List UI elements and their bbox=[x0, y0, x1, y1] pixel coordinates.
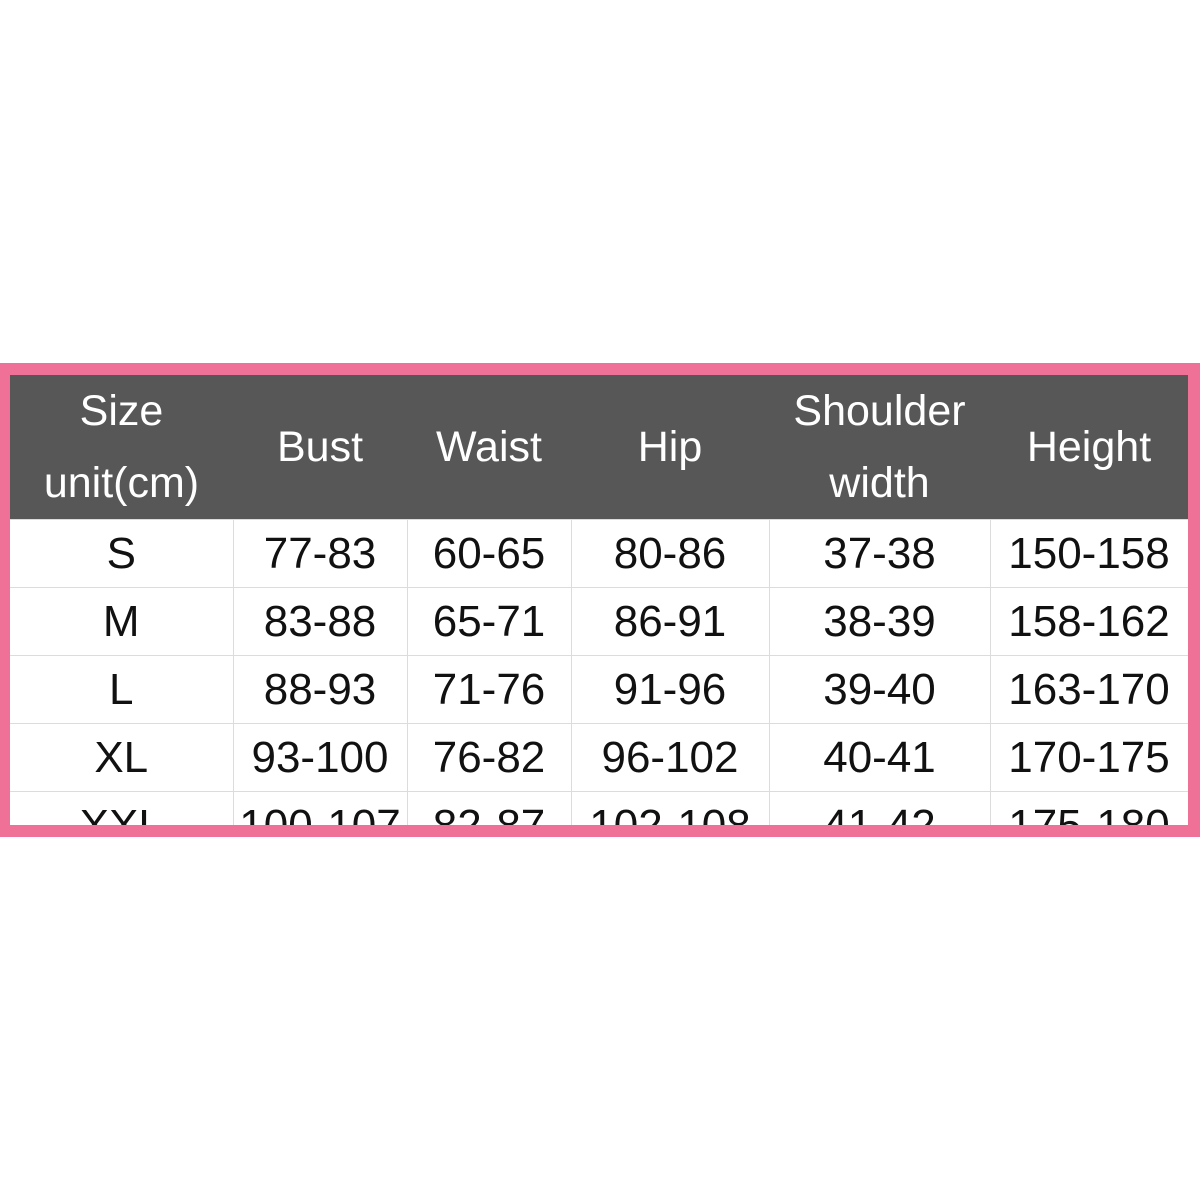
column-header-text: Height bbox=[1026, 423, 1152, 471]
measurement-cell: 91-96 bbox=[570, 655, 770, 724]
column-header: Shoulder width bbox=[769, 375, 990, 520]
measurement-cell: 96-102 bbox=[570, 723, 770, 792]
size-chart-frame: Size unit(cm) Bust Waist Hip Shoulder width Hei… bbox=[0, 363, 1200, 837]
measurement-cell: 93-100 bbox=[232, 723, 408, 792]
column-header-text: unit(cm) bbox=[43, 459, 200, 507]
column-header-text: Shoulder bbox=[793, 387, 966, 435]
size-chart: Size unit(cm) Bust Waist Hip Shoulder width Hei… bbox=[10, 375, 1188, 825]
column-header: Size unit(cm) bbox=[10, 375, 233, 520]
measurement-cell: 82-87 bbox=[406, 791, 572, 825]
measurement-cell: 80-86 bbox=[570, 519, 770, 588]
size-label-cell: XXL bbox=[10, 791, 234, 825]
measurement-cell: 158-162 bbox=[989, 587, 1188, 656]
measurement-cell: 77-83 bbox=[232, 519, 408, 588]
column-header-text: Waist bbox=[436, 423, 542, 471]
measurement-cell: 71-76 bbox=[406, 655, 572, 724]
measurement-cell: 60-65 bbox=[406, 519, 572, 588]
measurement-cell: 41-42 bbox=[768, 791, 991, 825]
table-row: S 77-83 60-65 80-86 37-38 150-158 bbox=[10, 519, 1188, 588]
header-row: Size unit(cm) Bust Waist Hip Shoulder width Hei… bbox=[10, 375, 1188, 520]
column-header-text: Hip bbox=[637, 423, 703, 471]
measurement-cell: 83-88 bbox=[232, 587, 408, 656]
column-header-text: Bust bbox=[276, 423, 364, 471]
column-header-text: width bbox=[829, 459, 930, 507]
table-row: XL 93-100 76-82 96-102 40-41 170-175 bbox=[10, 723, 1188, 792]
measurement-cell: 100-107 bbox=[232, 791, 408, 825]
measurement-cell: 170-175 bbox=[989, 723, 1188, 792]
measurement-cell: 40-41 bbox=[768, 723, 991, 792]
column-header: Hip bbox=[571, 375, 769, 520]
size-table: Size unit(cm) Bust Waist Hip Shoulder width Hei… bbox=[10, 375, 1188, 825]
size-label-cell: XL bbox=[10, 723, 234, 792]
column-header: Bust bbox=[233, 375, 407, 520]
size-label-cell: S bbox=[10, 519, 234, 588]
table-row: L 88-93 71-76 91-96 39-40 163-170 bbox=[10, 655, 1188, 724]
measurement-cell: 150-158 bbox=[989, 519, 1188, 588]
table-row: M 83-88 65-71 86-91 38-39 158-162 bbox=[10, 587, 1188, 656]
column-header: Waist bbox=[407, 375, 571, 520]
measurement-cell: 88-93 bbox=[232, 655, 408, 724]
measurement-cell: 175-180 bbox=[989, 791, 1188, 825]
measurement-cell: 65-71 bbox=[406, 587, 572, 656]
size-label-cell: M bbox=[10, 587, 234, 656]
measurement-cell: 38-39 bbox=[768, 587, 991, 656]
measurement-cell: 102-108 bbox=[570, 791, 770, 825]
measurement-cell: 86-91 bbox=[570, 587, 770, 656]
table-row: XXL 100-107 82-87 102-108 41-42 175-180 bbox=[10, 791, 1188, 825]
measurement-cell: 163-170 bbox=[989, 655, 1188, 724]
measurement-cell: 76-82 bbox=[406, 723, 572, 792]
column-header-text: Size bbox=[79, 387, 164, 435]
measurement-cell: 39-40 bbox=[768, 655, 991, 724]
column-header: Height bbox=[990, 375, 1188, 520]
measurement-cell: 37-38 bbox=[768, 519, 991, 588]
size-label-cell: L bbox=[10, 655, 234, 724]
